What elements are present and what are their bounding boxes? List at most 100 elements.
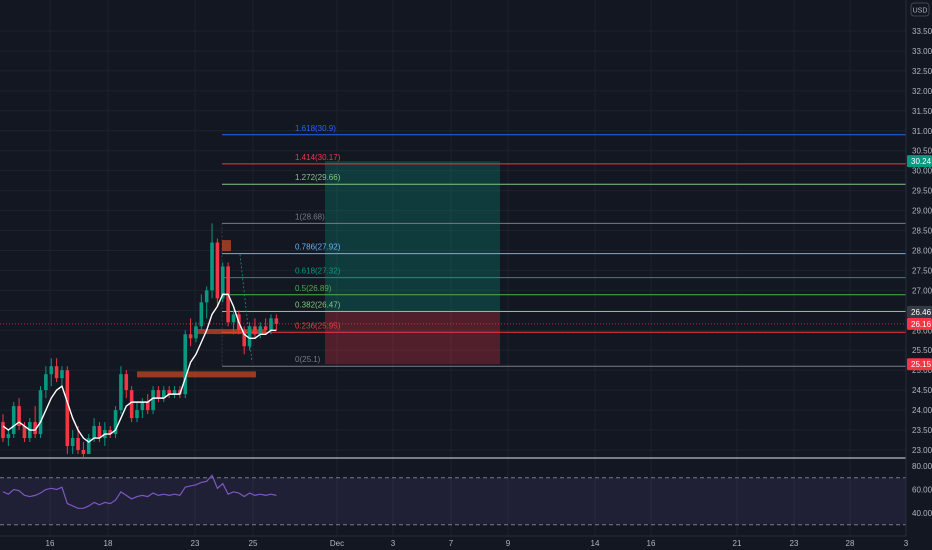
candle-body xyxy=(119,374,123,411)
fib-level-label: 0.5(26.89) xyxy=(295,284,332,293)
price-tick-label: 24.50 xyxy=(912,386,932,395)
price-tick-label: 26.00 xyxy=(912,326,932,335)
time-tick-label: 21 xyxy=(733,539,742,548)
rsi-band-fill xyxy=(0,477,906,525)
currency-badge-frame xyxy=(910,2,930,17)
fib-level-label: 1.414(30.17) xyxy=(295,153,341,162)
time-tick-label: 25 xyxy=(249,539,258,548)
candle-body xyxy=(17,406,21,427)
price-badge-label: 26.46 xyxy=(911,308,932,317)
price-tick-label: 31.50 xyxy=(912,107,932,116)
position-target-zone[interactable] xyxy=(325,161,500,312)
price-badge-label: 26.16 xyxy=(911,320,932,329)
rsi-tick-label: 60.00 xyxy=(912,486,932,495)
candle-body xyxy=(113,410,118,435)
rsi-tick-label: 40.00 xyxy=(912,509,932,518)
price-badge-box xyxy=(907,305,932,318)
candle-body xyxy=(97,426,102,439)
candle-body xyxy=(145,402,150,411)
candle-body xyxy=(188,334,193,339)
price-badge-box xyxy=(907,317,932,330)
candle-body xyxy=(194,326,198,339)
candle-body xyxy=(167,390,171,395)
candle-body xyxy=(108,430,112,435)
price-tick-label: 32.50 xyxy=(912,67,932,76)
fib-level-label: 0.236(25.95) xyxy=(295,321,341,330)
price-tick-label: 29.00 xyxy=(912,207,932,216)
candle-body xyxy=(44,374,48,391)
moving-average-path xyxy=(2,293,277,443)
time-tick-label: 16 xyxy=(46,539,55,548)
candle-body xyxy=(129,390,134,419)
price-tick-label: 28.50 xyxy=(912,227,932,236)
fib-level-label: 0(25.1) xyxy=(295,355,321,364)
candle-body xyxy=(247,326,252,347)
price-tick-label: 33.50 xyxy=(912,27,932,36)
price-tick-label: 25.00 xyxy=(912,366,932,375)
candle-body xyxy=(220,266,225,299)
supply-zone-top[interactable] xyxy=(222,240,231,252)
price-tick-label: 24.00 xyxy=(912,406,932,415)
candle-body xyxy=(33,422,37,435)
candle-body xyxy=(76,438,80,450)
time-tick-label: 16 xyxy=(647,539,656,548)
candle-body xyxy=(210,242,214,291)
price-tick-label: 28.00 xyxy=(912,246,932,255)
time-tick-label: 9 xyxy=(506,539,511,548)
long-position-tool[interactable] xyxy=(325,161,500,365)
price-tick-label: 27.00 xyxy=(912,286,932,295)
support-zones[interactable] xyxy=(137,240,265,378)
support-zone-mid[interactable] xyxy=(194,329,265,335)
candle-body xyxy=(135,410,139,419)
candle-body xyxy=(204,290,209,303)
candle-body xyxy=(22,426,27,439)
candle-body xyxy=(162,390,166,399)
time-tick-label: 18 xyxy=(104,539,113,548)
rsi-line xyxy=(2,474,277,509)
currency-badge-label: USD xyxy=(913,8,928,15)
price-badges: 30.24 26.46 26.16 25.15 xyxy=(0,155,932,371)
position-stop-zone[interactable] xyxy=(325,311,500,365)
candle-body xyxy=(81,450,86,454)
price-tick-label: 33.00 xyxy=(912,47,932,56)
time-tick-label: 7 xyxy=(449,539,454,548)
fib-level-label: 1(28.68) xyxy=(295,212,325,221)
candle-body xyxy=(156,390,161,399)
fib-level-label: 0.786(27.92) xyxy=(295,243,341,252)
fib-extension-tool[interactable]: 1.618(30.9) 1.414(30.17) 1.272(29.66) 1(28.… xyxy=(221,124,906,367)
fib-level-label: 0.618(27.32) xyxy=(295,267,341,276)
currency-badge[interactable]: USD xyxy=(910,2,930,17)
rsi-tick-label: 80.00 xyxy=(912,462,932,471)
time-tick-label: 14 xyxy=(591,539,600,548)
price-tick-label: 23.50 xyxy=(912,426,932,435)
candle-body xyxy=(215,242,220,299)
candle-body xyxy=(172,390,177,395)
fib-level-label: 0.382(26.47) xyxy=(295,301,341,310)
candle-body xyxy=(60,370,64,379)
candle-body xyxy=(253,326,257,335)
candle-body xyxy=(263,326,268,331)
price-badge-label: 25.15 xyxy=(911,360,932,369)
candle-body xyxy=(11,406,16,435)
support-zone-lower[interactable] xyxy=(137,371,256,378)
candle-body xyxy=(242,330,246,347)
time-tick-label: 3 xyxy=(904,539,909,548)
candle-body xyxy=(54,366,59,379)
moving-average-line xyxy=(2,293,277,443)
price-tick-label: 32.00 xyxy=(912,87,932,96)
candle-body xyxy=(151,390,155,411)
price-tick-label: 30.00 xyxy=(912,167,932,176)
price-tick-label: 23.00 xyxy=(912,446,932,455)
time-tick-label: 3 xyxy=(391,539,396,548)
candle-body xyxy=(92,426,96,439)
candle-body xyxy=(70,438,75,447)
time-axis[interactable]: 16 18 23 25 Dec 3 7 9 14 16 21 23 28 3 xyxy=(46,539,909,548)
price-badge-box xyxy=(907,358,932,371)
price-badge-label: 30.24 xyxy=(911,157,932,166)
candle-body xyxy=(124,374,129,391)
candle-body xyxy=(6,434,11,439)
time-tick-label: 23 xyxy=(191,539,200,548)
price-tick-label: 29.50 xyxy=(912,187,932,196)
